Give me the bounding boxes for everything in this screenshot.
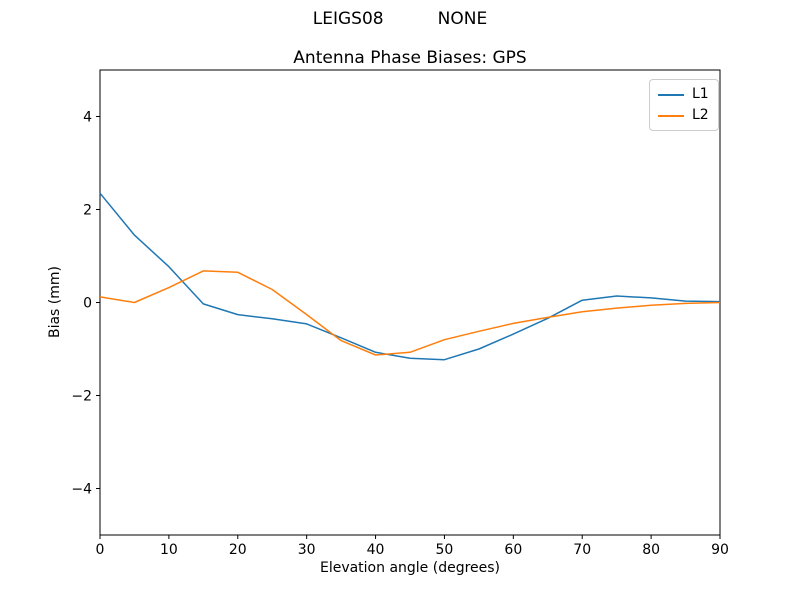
legend-label-l1: L1 — [692, 86, 709, 102]
x-tick-label: 40 — [367, 542, 385, 558]
series-line-l2 — [99, 270, 721, 356]
x-tick-label: 60 — [504, 542, 522, 558]
x-tick-label: 10 — [160, 542, 178, 558]
x-tick-label: 50 — [436, 542, 454, 558]
x-tick-label: 20 — [229, 542, 247, 558]
y-axis-label: Bias (mm) — [47, 265, 63, 339]
series-line-l1 — [99, 192, 721, 361]
x-tick-label: 30 — [298, 542, 316, 558]
x-tick-label: 80 — [642, 542, 660, 558]
x-tick-label: 0 — [96, 542, 105, 558]
l1-line-sample-icon — [658, 93, 684, 96]
figure-suptitle: LEIGS08 NONE — [312, 9, 488, 29]
legend: L1 L2 — [649, 79, 719, 131]
y-tick-label: 4 — [83, 110, 92, 126]
axes-title: Antenna Phase Biases: GPS — [293, 48, 527, 68]
axes-frame — [99, 69, 721, 536]
x-tick-label: 70 — [573, 542, 591, 558]
y-tick-label: −2 — [71, 389, 92, 405]
y-tick-label: 0 — [83, 296, 92, 312]
l2-line-sample-icon — [658, 114, 684, 117]
x-tick-label: 90 — [711, 542, 729, 558]
legend-item-l1: L1 — [658, 85, 709, 104]
y-tick-label: −4 — [71, 482, 92, 498]
x-axis-label: Elevation angle (degrees) — [319, 560, 501, 576]
legend-label-l2: L2 — [692, 107, 709, 123]
y-tick-label: 2 — [83, 203, 92, 219]
legend-item-l2: L2 — [658, 106, 709, 125]
